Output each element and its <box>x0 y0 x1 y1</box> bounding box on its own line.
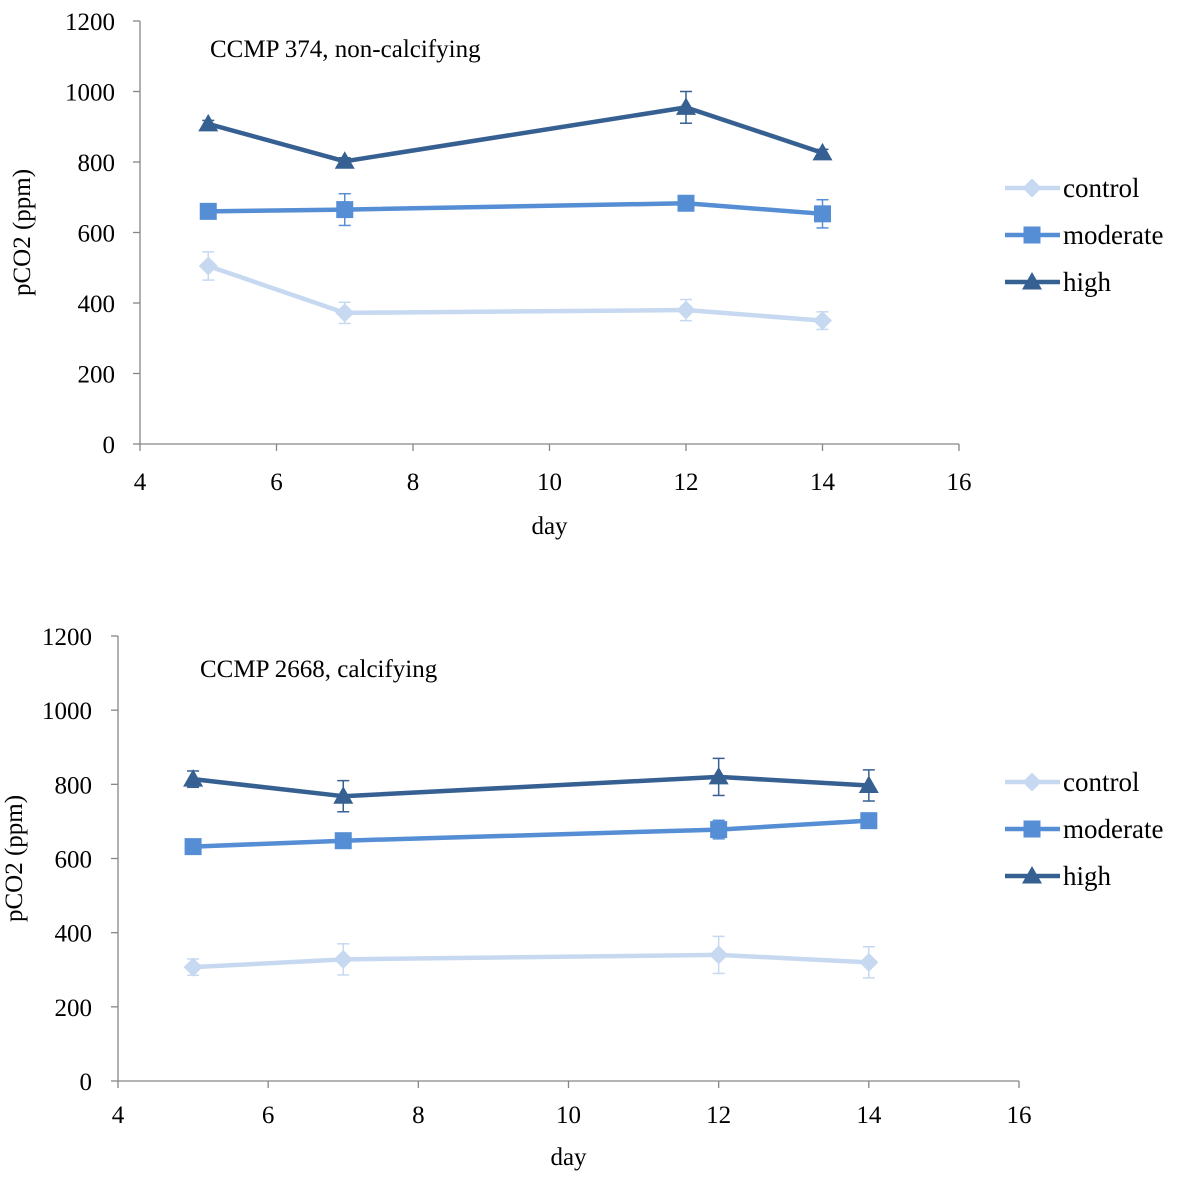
data-point-high <box>198 113 219 132</box>
data-point-moderate <box>184 838 202 856</box>
legend-marker-control <box>1022 772 1042 792</box>
x-tick-label: 14 <box>856 1102 882 1129</box>
chart-panel-1: 0 200 400 600 800 1000 1200 4 6 8 10 12 14 16 day pCO2 … <box>9 9 1163 540</box>
x-tick-label: 10 <box>556 1102 581 1129</box>
series-high <box>198 90 833 169</box>
x-tick-label: 8 <box>412 1102 425 1129</box>
data-point-control <box>183 957 203 977</box>
y-axis-title: pCO2 (ppm) <box>9 169 36 296</box>
y-tick-label: 800 <box>78 150 116 177</box>
x-tick-label: 12 <box>706 1102 731 1129</box>
y-tick-label: 200 <box>78 362 116 389</box>
legend-label: control <box>1063 767 1139 797</box>
x-tick-label: 8 <box>407 469 420 496</box>
legend-item-high: high <box>1005 267 1112 297</box>
legend-label: moderate <box>1063 814 1163 844</box>
x-tick-label: 12 <box>674 469 699 496</box>
y-axis-title: pCO2 (ppm) <box>1 795 28 922</box>
data-point-control <box>813 311 832 331</box>
x-tick-label: 4 <box>112 1102 125 1129</box>
y-tick-label: 0 <box>103 432 116 459</box>
legend-item-moderate: moderate <box>1005 814 1163 844</box>
y-tick-label: 600 <box>78 221 116 248</box>
data-point-moderate <box>199 202 217 220</box>
y-tick-label: 400 <box>55 921 93 948</box>
x-tick-label: 14 <box>810 469 836 496</box>
x-axis-title: day <box>550 1144 587 1171</box>
series-control <box>198 251 832 331</box>
chart-title: CCMP 2668, calcifying <box>200 656 438 683</box>
y-tick-label: 400 <box>78 291 116 318</box>
data-point-high <box>708 766 729 785</box>
data-point-moderate <box>336 201 354 219</box>
y-tick-label: 800 <box>55 772 93 799</box>
data-point-control <box>709 945 729 965</box>
data-point-control <box>198 256 218 276</box>
legend-marker-high <box>1022 866 1042 884</box>
y-tick-label: 1200 <box>42 624 92 651</box>
legend-marker-high <box>1022 272 1042 290</box>
series-line-control <box>192 952 869 970</box>
series-high <box>183 757 879 813</box>
series-line-control <box>207 263 823 323</box>
legend-marker-control <box>1022 178 1042 198</box>
legend-marker-moderate <box>1023 820 1041 838</box>
y-tick-label: 1000 <box>42 698 92 725</box>
x-tick-label: 16 <box>1007 1102 1032 1129</box>
chart-panel-2: 0 200 400 600 800 1000 1200 4 6 8 10 12 14 16 day pCO2 … <box>1 624 1163 1171</box>
data-point-high <box>812 142 833 161</box>
data-point-high <box>183 769 204 787</box>
data-point-high <box>858 775 879 793</box>
legend-label: high <box>1063 267 1112 297</box>
chart-title: CCMP 374, non-calcifying <box>210 36 481 63</box>
data-point-high <box>676 97 696 115</box>
data-point-high <box>334 151 355 169</box>
data-point-moderate <box>334 832 352 850</box>
data-point-moderate <box>677 194 695 212</box>
legend-marker-moderate <box>1023 226 1041 244</box>
x-tick-label: 10 <box>537 469 562 496</box>
data-point-control <box>335 303 355 323</box>
legend-item-moderate: moderate <box>1005 220 1163 250</box>
legend-label: high <box>1063 861 1112 891</box>
data-point-moderate <box>814 205 831 223</box>
series-line-high <box>207 105 824 164</box>
legend: control moderate high <box>1005 767 1163 891</box>
y-tick-label: 200 <box>55 995 93 1022</box>
data-point-moderate <box>860 812 878 830</box>
series-line-high <box>192 774 869 799</box>
series-line-moderate <box>192 818 869 849</box>
legend-item-high: high <box>1005 861 1112 891</box>
series-control <box>183 935 879 979</box>
y-tick-label: 1200 <box>65 9 115 36</box>
series-line-moderate <box>208 200 823 217</box>
legend-label: control <box>1063 173 1139 203</box>
series-moderate <box>199 192 831 229</box>
y-tick-label: 1000 <box>65 80 115 107</box>
y-tick-label: 0 <box>80 1069 93 1096</box>
x-tick-label: 6 <box>262 1102 275 1129</box>
data-point-moderate <box>710 821 728 839</box>
x-tick-label: 4 <box>134 469 147 496</box>
legend-label: moderate <box>1063 220 1163 250</box>
x-tick-label: 6 <box>270 469 283 496</box>
legend-item-control: control <box>1005 173 1139 203</box>
legend: control moderate high <box>1005 173 1163 297</box>
series-moderate <box>184 812 878 856</box>
data-point-control <box>676 300 696 320</box>
data-point-high <box>333 786 354 804</box>
data-point-control <box>333 949 353 969</box>
x-tick-label: 16 <box>947 469 972 496</box>
legend-item-control: control <box>1005 767 1139 797</box>
x-axis-title: day <box>531 513 568 540</box>
data-point-control <box>859 952 879 972</box>
y-tick-label: 600 <box>55 847 93 874</box>
